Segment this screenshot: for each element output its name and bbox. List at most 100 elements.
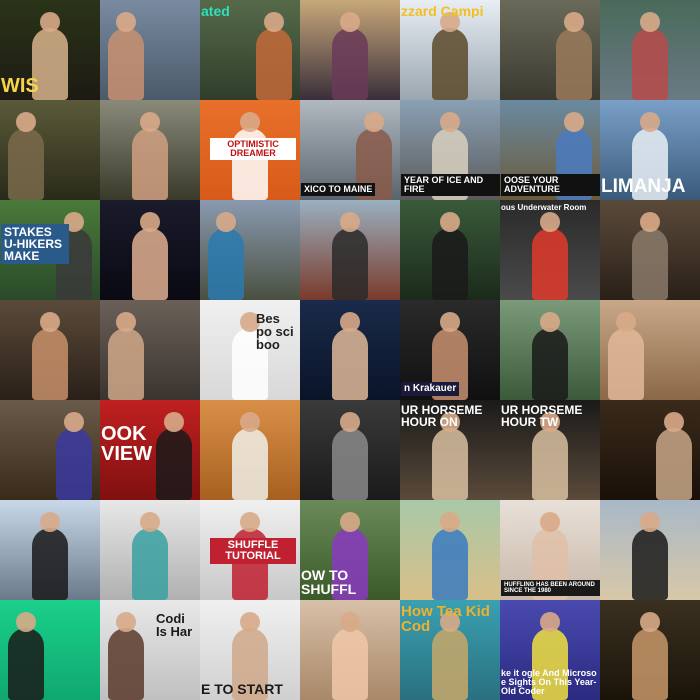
thumbnail-subject-head xyxy=(40,512,60,532)
thumbnail-subject-head xyxy=(364,112,384,132)
optimistic-dreamer-thumb[interactable]: OPTIMISTIC DREAMER xyxy=(200,100,300,200)
thumbnail-caption: ous Underwater Room xyxy=(501,204,587,212)
thumbnail-subject-head xyxy=(16,612,36,632)
thumbnail-caption: ke it ogle And Microso e Sights On This … xyxy=(501,669,597,696)
thumbnail-subject-head xyxy=(240,612,260,632)
abandoned-house-thumb[interactable] xyxy=(600,200,700,300)
thumbnail-subject-head xyxy=(116,612,136,632)
thumbnail-subject xyxy=(132,528,168,600)
rocky-peaks-thumb[interactable] xyxy=(200,200,300,300)
dancer-desert-thumb[interactable] xyxy=(600,500,700,600)
kilimanjaro-thumb[interactable]: LIMANJA xyxy=(600,100,700,200)
man-with-book-thumb[interactable] xyxy=(0,400,100,500)
shuffling-history-thumb[interactable]: HUFFLING HAS BEEN AROUND SINCE THE 1980 xyxy=(500,500,600,600)
library-interview-thumb[interactable] xyxy=(600,400,700,500)
thumbnail-subject-head xyxy=(340,612,360,632)
where-to-start-thumb[interactable]: E TO START xyxy=(200,600,300,700)
thumbnail-subject xyxy=(632,628,668,700)
thumbnail-subject xyxy=(432,628,468,700)
dancers-beach-thumb[interactable] xyxy=(0,500,100,600)
thumbnail-caption: UR HORSEME HOUR ON xyxy=(401,404,483,428)
thumbnail-subject-head xyxy=(40,12,60,32)
thumbnail-subject-head xyxy=(64,212,84,232)
thumbnail-subject xyxy=(532,428,568,500)
thumbnail-caption: zzard Campi xyxy=(401,4,484,18)
best-books-thumb[interactable]: Bes po sci boo xyxy=(200,300,300,400)
thumbnail-subject-head xyxy=(240,112,260,132)
thumbnail-subject-head xyxy=(664,412,684,432)
thumbnail-subject-head xyxy=(540,412,560,432)
hiker-mountain-thumb[interactable] xyxy=(300,0,400,100)
thumbnail-subject xyxy=(532,628,568,700)
thumbnail-subject-head xyxy=(240,412,260,432)
thumbnail-subject xyxy=(432,428,468,500)
four-horsemen-1-thumb[interactable]: UR HORSEME HOUR ON xyxy=(400,400,500,500)
woman-surprised-thumb[interactable] xyxy=(300,600,400,700)
dancer-white-wall-thumb[interactable] xyxy=(100,500,200,600)
boy-sleeping-bag-thumb[interactable] xyxy=(100,0,200,100)
thumbnail-subject-head xyxy=(640,112,660,132)
wolf-costume-thumb[interactable]: WIS xyxy=(0,0,100,100)
banjo-player-thumb[interactable] xyxy=(100,100,200,200)
thumbnail-subject xyxy=(632,28,668,100)
thumbnail-subject xyxy=(332,528,368,600)
green-screen-thumb[interactable] xyxy=(0,600,100,700)
thumbnail-subject-head xyxy=(116,312,136,332)
thumbnail-subject xyxy=(108,28,144,100)
high-stakes-hikers-thumb[interactable]: STAKES U-HIKERS MAKE xyxy=(0,200,100,300)
thumbnail-subject xyxy=(556,28,592,100)
thumbnail-subject xyxy=(332,28,368,100)
thumbnail-subject xyxy=(208,228,244,300)
surprised-face-thumb[interactable] xyxy=(100,200,200,300)
bearded-man-thumb[interactable] xyxy=(0,300,100,400)
jon-krakauer-thumb[interactable]: n Krakauer xyxy=(400,300,500,400)
blizzard-camping-thumb[interactable]: zzard Campi xyxy=(400,0,500,100)
bill-bryson-thumb[interactable] xyxy=(300,300,400,400)
underwater-room-thumb[interactable]: ous Underwater Room xyxy=(500,200,600,300)
thumbnail-subject-head xyxy=(140,212,160,232)
train-ride-thumb[interactable] xyxy=(300,200,400,300)
tent-camping-thumb[interactable]: ated xyxy=(200,0,300,100)
book-review-thumb[interactable]: OOK VIEW xyxy=(100,400,200,500)
thumbnail-caption: OOSE YOUR ADVENTURE xyxy=(501,174,600,196)
thumbnail-subject xyxy=(108,628,144,700)
thumbnail-caption: OOK VIEW xyxy=(101,424,153,464)
choose-adventure-thumb[interactable]: OOSE YOUR ADVENTURE xyxy=(500,100,600,200)
thumbnail-caption: WIS xyxy=(1,76,39,96)
woman-shelter-thumb[interactable] xyxy=(0,100,100,200)
thumbnail-subject xyxy=(432,228,468,300)
thumbnail-subject xyxy=(656,428,692,500)
thumbnail-subject-head xyxy=(540,312,560,332)
nietzsche-portrait-thumb[interactable] xyxy=(300,400,400,500)
shuffle-tutorial-thumb[interactable]: SHUFFLE TUTORIAL xyxy=(200,500,300,600)
how-to-shuffle-thumb[interactable]: OW TO SHUFFL xyxy=(300,500,400,600)
lake-camp-thumb[interactable] xyxy=(600,0,700,100)
thumbnail-subject-head xyxy=(540,212,560,232)
magic-bus-thumb[interactable] xyxy=(500,300,600,400)
shuffle-duo-thumb[interactable] xyxy=(400,500,500,600)
mexico-to-maine-thumb[interactable]: XICO TO MAINE xyxy=(300,100,400,200)
into-the-wild-thumb[interactable] xyxy=(600,300,700,400)
thumbnail-caption: How Tea Kid Cod xyxy=(401,604,490,634)
thumbnail-subject xyxy=(132,128,168,200)
year-of-ice-thumb[interactable]: YEAR OF ICE AND FIRE xyxy=(400,100,500,200)
four-horsemen-2-thumb[interactable]: UR HORSEME HOUR TW xyxy=(500,400,600,500)
nietzsche-cartoon-thumb[interactable] xyxy=(200,400,300,500)
thumbnail-caption: ated xyxy=(201,4,230,18)
thumbnail-caption: LIMANJA xyxy=(601,177,686,196)
coding-is-hard-thumb[interactable]: Codi Is Har xyxy=(100,600,200,700)
campfire-woods-thumb[interactable] xyxy=(500,0,600,100)
thumbnail-caption: OW TO SHUFFL xyxy=(301,568,357,596)
thumbnail-subject-head xyxy=(440,512,460,532)
thumbnail-subject xyxy=(156,428,192,500)
thumbnail-subject xyxy=(632,128,668,200)
forest-view-thumb[interactable] xyxy=(400,200,500,300)
thumbnail-caption: HUFFLING HAS BEEN AROUND SINCE THE 1980 xyxy=(501,580,600,596)
google-microsoft-coder-thumb[interactable]: ke it ogle And Microso e Sights On This … xyxy=(500,600,600,700)
thumbnail-subject-head xyxy=(440,212,460,232)
thumbnail-subject-head xyxy=(240,512,260,532)
hat-man-thumb[interactable] xyxy=(600,600,700,700)
teach-kids-code-thumb[interactable]: How Tea Kid Cod xyxy=(400,600,500,700)
book-review-woman-thumb[interactable] xyxy=(100,300,200,400)
